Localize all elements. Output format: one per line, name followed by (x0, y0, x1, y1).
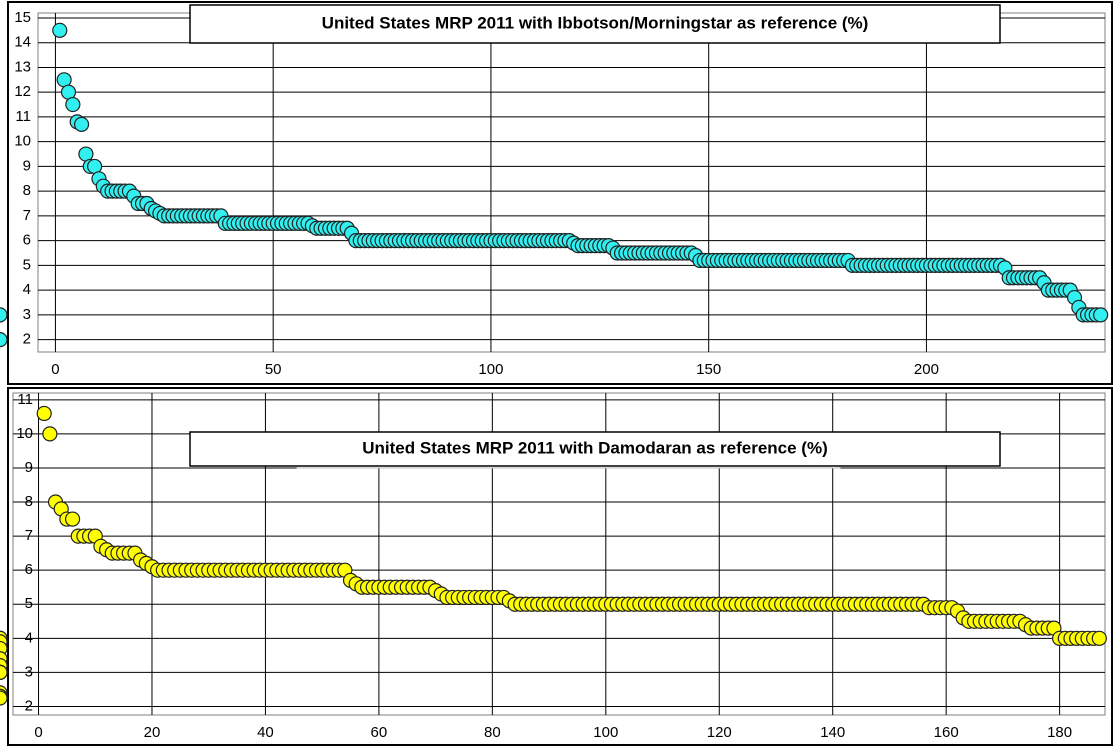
y-tick-label: 15 (14, 9, 31, 26)
title-box (189, 431, 1001, 467)
point (52, 22, 68, 38)
x-tick-label: 160 (934, 724, 959, 741)
y-tick-label: 11 (15, 108, 31, 125)
x-tick-label: 80 (484, 724, 501, 741)
point (0, 690, 8, 706)
y-tick-label: 10 (16, 425, 33, 442)
y-tick-label: 4 (25, 629, 33, 646)
chart-title: United States MRP 2011 with Damodaran as… (362, 438, 827, 457)
y-tick-label: 12 (14, 83, 31, 100)
point (36, 405, 52, 422)
y-tick-label: 6 (25, 561, 33, 578)
y-tick-label: 9 (25, 459, 33, 476)
x-tick-label: 100 (478, 361, 503, 378)
y-tick-label: 2 (23, 331, 31, 348)
x-tick-label: 0 (51, 361, 59, 378)
y-tick-label: 8 (25, 493, 33, 510)
y-tick-label: 4 (23, 281, 31, 298)
y-tick-label: 13 (14, 58, 31, 75)
y-tick-label: 11 (17, 391, 33, 408)
y-tick-label: 9 (23, 157, 31, 174)
x-tick-label: 40 (257, 724, 274, 741)
x-tick-label: 20 (144, 724, 161, 741)
point (64, 511, 81, 527)
y-tick-label: 8 (23, 182, 31, 199)
y-tick-label: 3 (23, 306, 31, 323)
y-tick-label: 7 (25, 527, 33, 544)
y-tick-label: 14 (14, 34, 31, 51)
x-tick-label: 180 (1047, 724, 1072, 741)
y-tick-label: 5 (25, 595, 33, 612)
x-tick-label: 50 (265, 361, 282, 378)
plot-area (37, 12, 1106, 353)
x-tick-label: 0 (34, 724, 42, 741)
y-tick-label: 5 (23, 256, 31, 273)
title-box (189, 4, 1001, 44)
x-tick-label: 140 (820, 724, 845, 741)
point (1091, 630, 1107, 646)
point (42, 426, 58, 442)
point (0, 664, 8, 681)
x-tick-label: 60 (371, 724, 388, 741)
y-tick-label: 2 (25, 697, 33, 714)
point (65, 96, 81, 113)
y-tick-label: 7 (23, 207, 31, 224)
x-tick-label: 200 (914, 361, 939, 378)
point (1093, 307, 1109, 323)
point (73, 116, 90, 132)
x-tick-label: 120 (707, 724, 732, 741)
chart-title: United States MRP 2011 with Ibbotson/Mor… (322, 13, 869, 32)
point (0, 307, 8, 323)
y-tick-label: 6 (23, 232, 31, 249)
y-tick-label: 3 (25, 663, 33, 680)
point (0, 332, 8, 348)
x-tick-label: 150 (696, 361, 721, 378)
x-tick-label: 100 (593, 724, 618, 741)
y-tick-label: 10 (14, 133, 31, 150)
